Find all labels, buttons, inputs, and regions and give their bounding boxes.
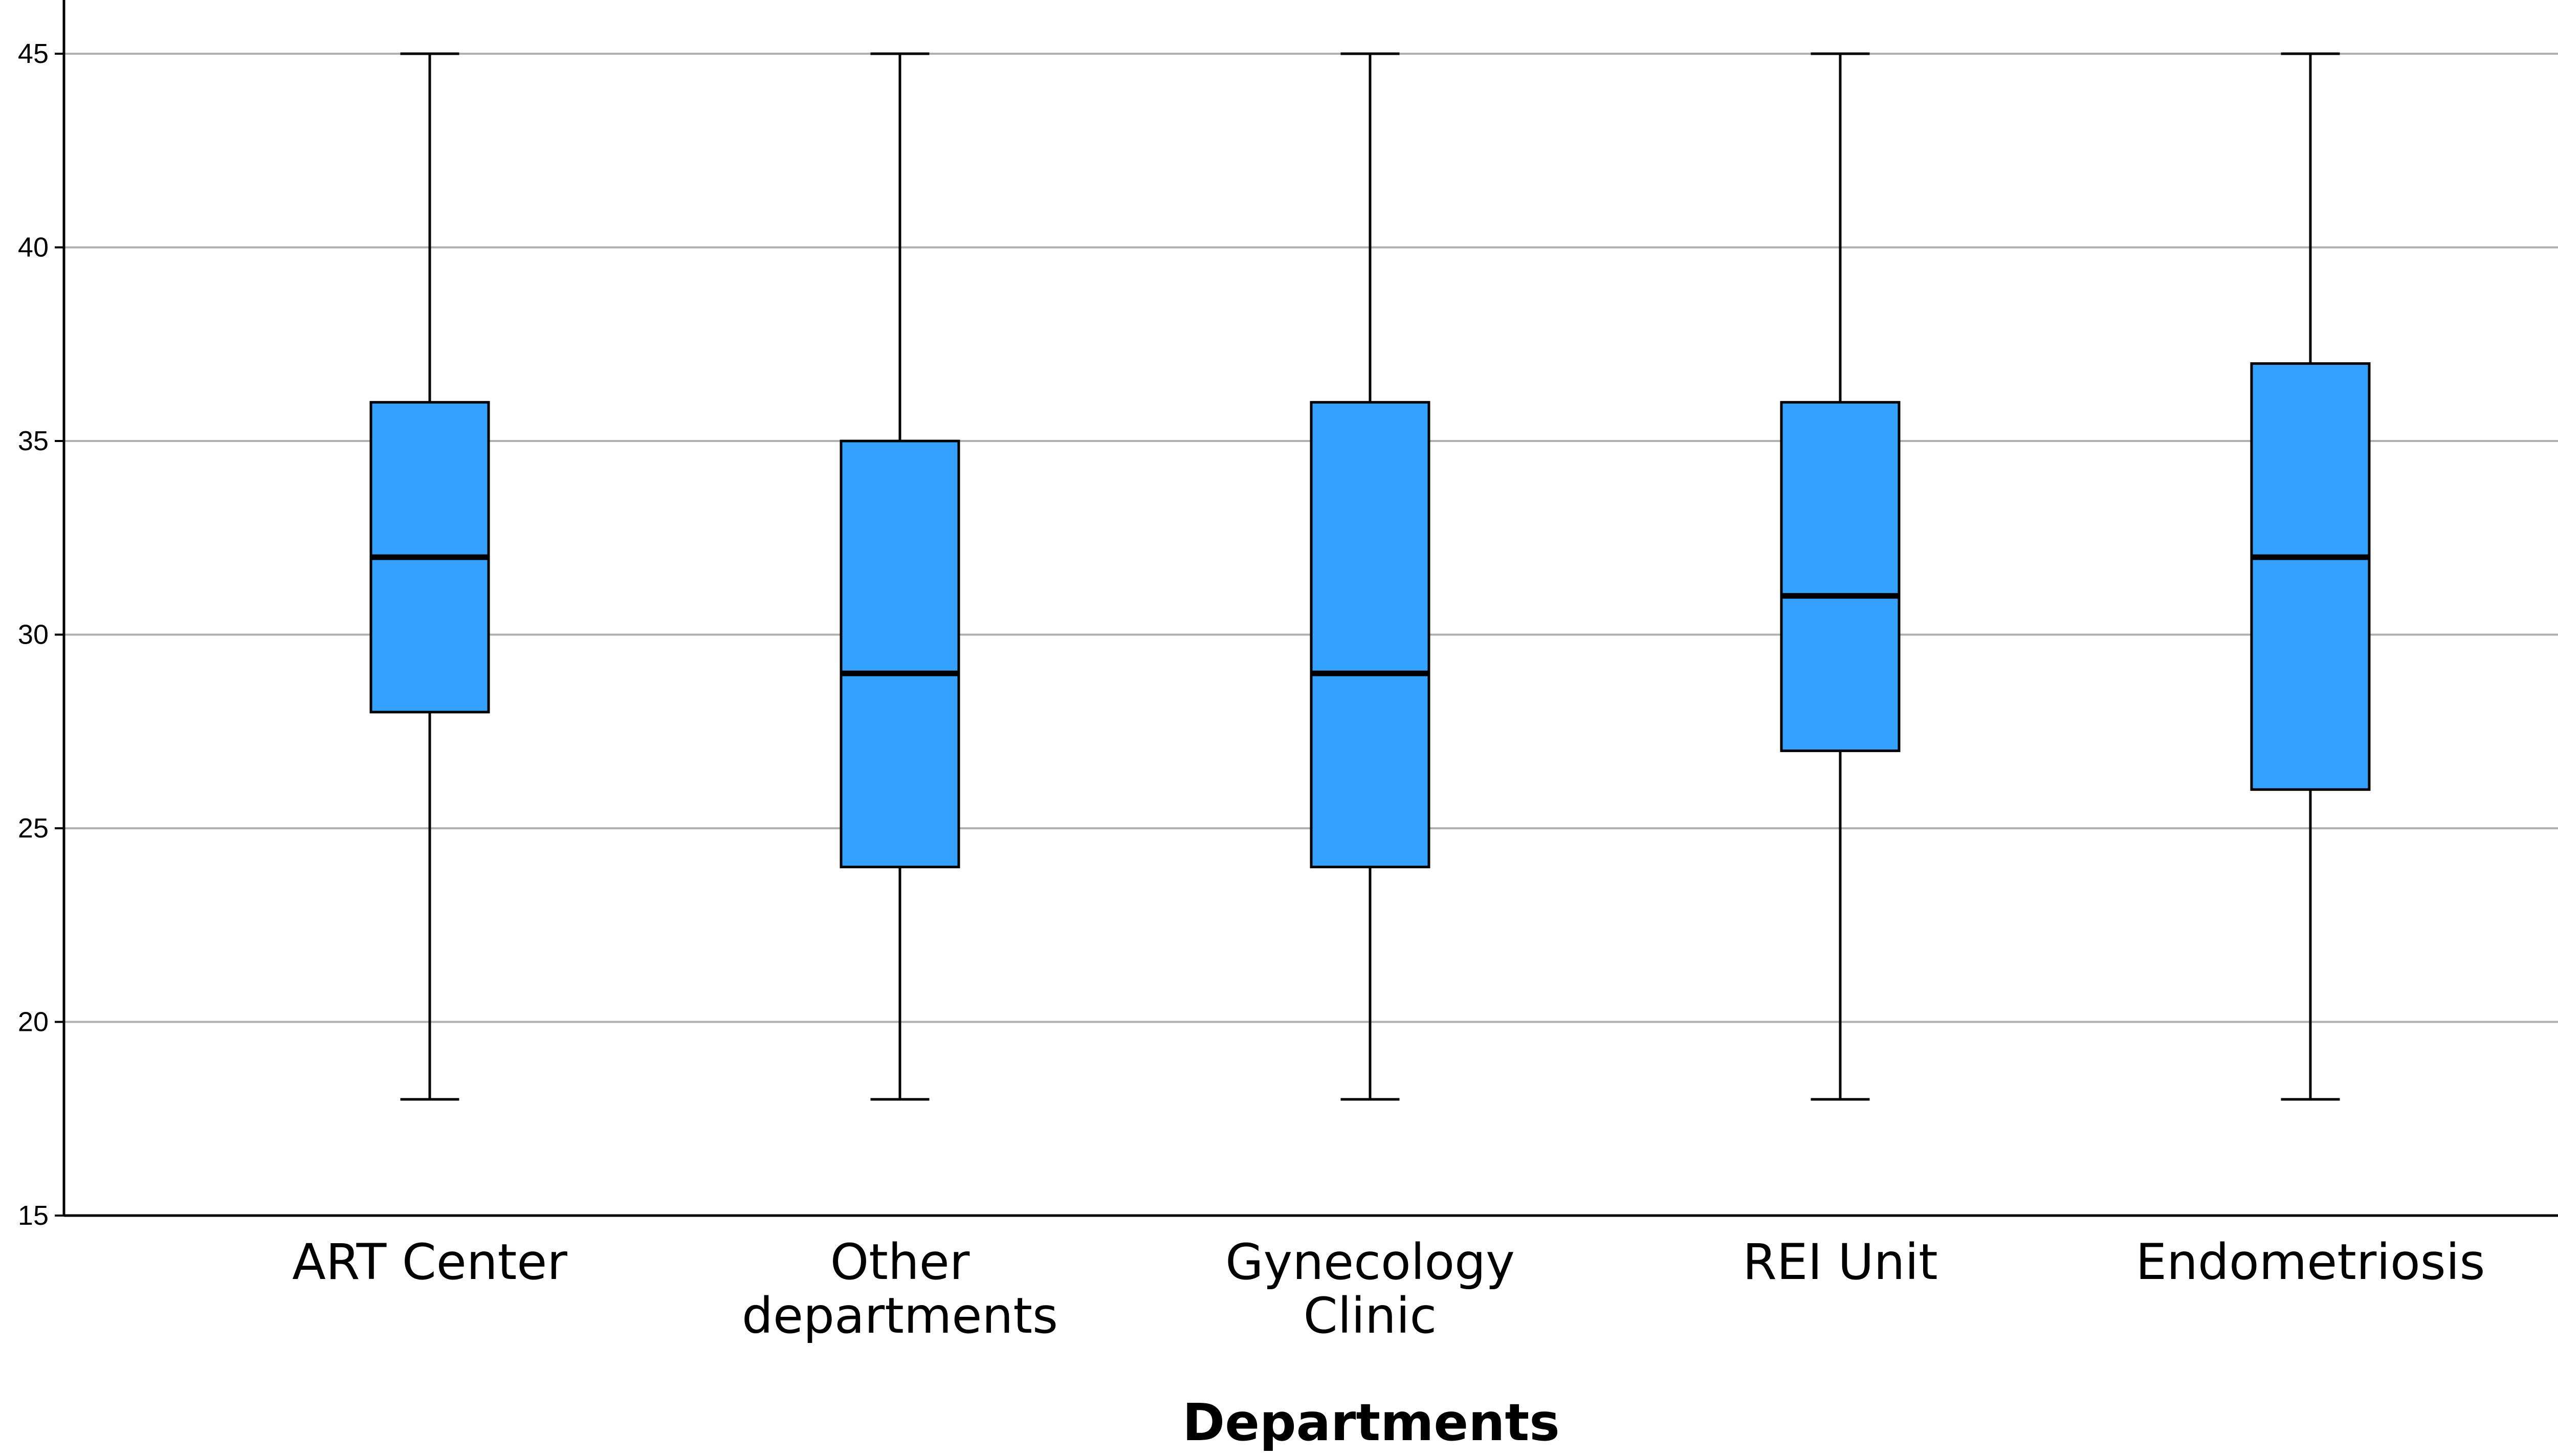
x-category-label-line: ART Center xyxy=(292,1233,567,1291)
iqr-box xyxy=(1310,401,1430,869)
y-tick-label: 40 xyxy=(18,232,49,263)
iqr-box xyxy=(2250,362,2371,791)
x-category-label: Gynecology Clinic xyxy=(1225,1233,1515,1344)
box-3 xyxy=(1310,52,1430,1101)
iqr-box xyxy=(840,439,960,869)
x-category-label-line: Gynecology xyxy=(1225,1233,1515,1291)
x-category-label-line: Other xyxy=(830,1233,970,1291)
axis-labels: Departments 15 20 25 30 35 40 45 ART Center Othe… xyxy=(18,38,2485,1452)
y-tick-label: 20 xyxy=(18,1007,49,1038)
x-category-label: Other departments xyxy=(742,1233,1058,1344)
x-category-label: ART Center xyxy=(292,1233,567,1291)
y-tick-label: 15 xyxy=(18,1200,49,1231)
x-category-label-line: REI Unit xyxy=(1743,1233,1938,1291)
box-1 xyxy=(369,52,490,1101)
box-series xyxy=(369,52,2371,1101)
iqr-box xyxy=(1780,401,1901,753)
y-tick-label: 30 xyxy=(18,620,49,650)
axes xyxy=(55,0,2558,1217)
x-category-label-line: Clinic xyxy=(1304,1287,1437,1344)
box-5 xyxy=(2250,52,2371,1101)
x-category-label-line: departments xyxy=(742,1287,1058,1344)
x-axis-title: Departments xyxy=(1182,1393,1560,1452)
y-tick-label: 25 xyxy=(18,813,49,844)
x-category-label: Endometriosis xyxy=(2136,1233,2485,1291)
x-category-label: REI Unit xyxy=(1743,1233,1938,1291)
y-tick-label: 45 xyxy=(18,38,49,69)
x-category-label-line: Endometriosis xyxy=(2136,1233,2485,1291)
box-4 xyxy=(1780,52,1901,1101)
box-2 xyxy=(840,52,960,1101)
y-tick-label: 35 xyxy=(18,426,49,456)
